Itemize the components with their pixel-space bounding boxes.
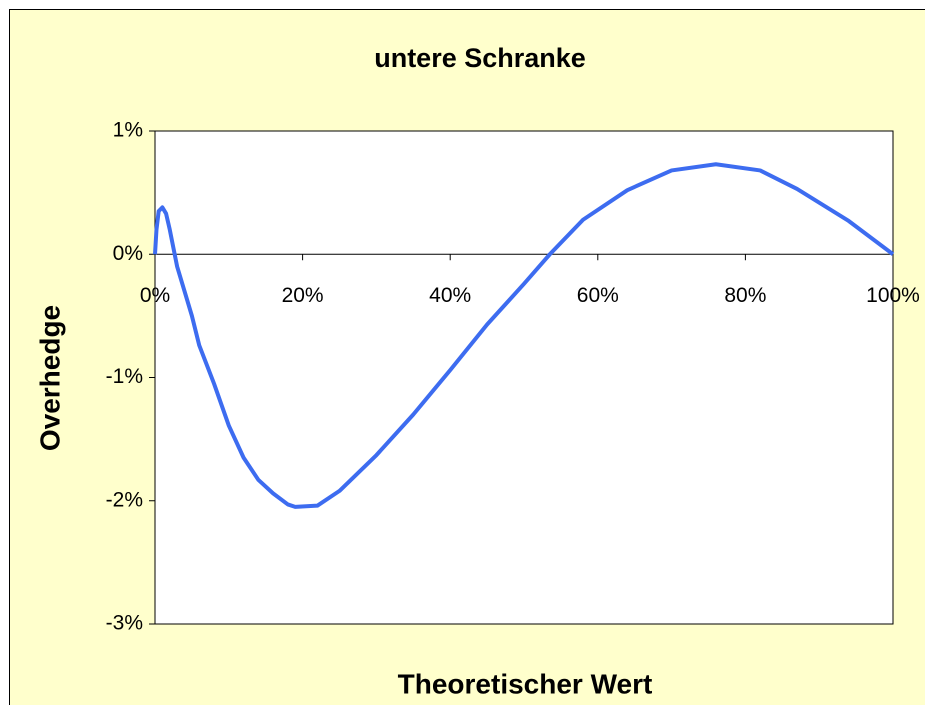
x-tick-label: 40% bbox=[429, 284, 471, 307]
y-tick-label: 0% bbox=[113, 242, 143, 265]
x-tick-label: 60% bbox=[577, 284, 619, 307]
x-tick-label: 100% bbox=[866, 284, 920, 307]
y-tick-label: 1% bbox=[113, 119, 143, 142]
y-axis-title: Overhedge bbox=[34, 305, 65, 451]
plot-area bbox=[154, 130, 894, 625]
data-line bbox=[153, 162, 895, 509]
chart-title: untere Schranke bbox=[374, 43, 586, 73]
x-tick-label: 80% bbox=[724, 284, 766, 307]
y-tick-label: -3% bbox=[106, 612, 143, 635]
x-tick-label: 20% bbox=[282, 284, 324, 307]
y-tick-label: -1% bbox=[106, 365, 143, 388]
x-tick-label: 0% bbox=[140, 284, 170, 307]
y-tick-label: -2% bbox=[106, 488, 143, 511]
x-axis-title: Theoretischer Wert bbox=[398, 668, 653, 699]
